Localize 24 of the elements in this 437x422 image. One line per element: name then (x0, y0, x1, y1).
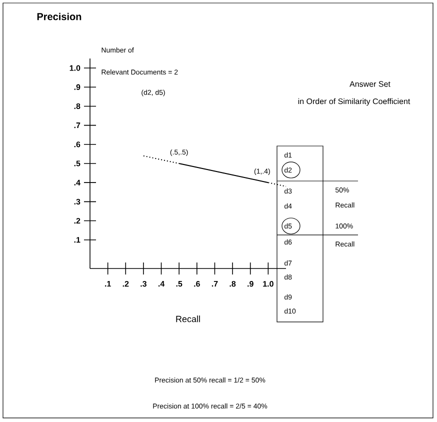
y-tick-label: .1 (74, 237, 80, 243)
text: Answer Set (350, 81, 390, 87)
y-tick-label: 1.0 (70, 65, 80, 71)
x-tick-label: .5 (176, 281, 182, 287)
x-tick-label: .7 (212, 281, 218, 287)
x-tick-label: .2 (122, 281, 129, 287)
x-tick-label: 1.0 (263, 281, 274, 287)
x-tick-label: .3 (140, 281, 146, 287)
text: in Order of Similarity Coefficient (298, 98, 410, 106)
y-tick-label: .2 (74, 218, 80, 224)
y-axis-title: Precision (37, 12, 82, 20)
y-tick-label: .9 (74, 84, 80, 90)
y-tick-label: .8 (74, 103, 80, 110)
x-tick-label: .4 (158, 281, 165, 287)
y-tick-label: .7 (74, 122, 80, 128)
x-tick-label: .6 (194, 281, 200, 287)
x-tick-label: .1 (105, 281, 111, 287)
y-tick-label: .3 (74, 198, 80, 205)
x-tick-label: .8 (230, 281, 236, 287)
y-tick-label: .5 (74, 160, 80, 166)
x-axis-title: Recall (176, 316, 200, 322)
y-tick-label: .6 (74, 142, 80, 148)
y-tick-label: .4 (74, 180, 80, 186)
x-tick-label: .9 (248, 281, 254, 287)
